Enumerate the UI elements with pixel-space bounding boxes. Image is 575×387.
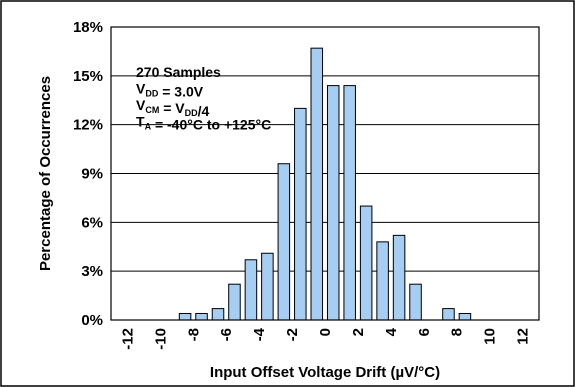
histogram-bar bbox=[261, 252, 274, 321]
histogram-bar bbox=[228, 283, 241, 321]
histogram-bar bbox=[277, 163, 291, 321]
x-tick-label: -6 bbox=[218, 328, 235, 341]
y-tick-label: 15% bbox=[73, 68, 103, 85]
x-axis-label: Input Offset Voltage Drift (µV/°C) bbox=[210, 364, 440, 381]
histogram-bar bbox=[310, 47, 324, 321]
x-tick-label: 12 bbox=[515, 328, 532, 345]
y-tick-label: 18% bbox=[73, 19, 103, 36]
histogram-bar bbox=[294, 107, 307, 321]
y-tick-label: 3% bbox=[81, 263, 103, 280]
x-tick-label: 10 bbox=[482, 328, 499, 345]
y-axis-ticks: 0% 3% 6% 9% 12% 15% 18% bbox=[73, 19, 103, 329]
histogram-bar bbox=[442, 308, 455, 321]
x-tick-label: 8 bbox=[449, 328, 466, 336]
y-tick-label: 0% bbox=[81, 312, 103, 329]
annotation-line: 270 Samples bbox=[136, 64, 221, 80]
y-tick-label: 6% bbox=[81, 214, 103, 231]
bars-layer bbox=[178, 47, 472, 321]
plot-frame bbox=[110, 26, 540, 321]
histogram-bar bbox=[392, 234, 406, 321]
x-tick-label: 0 bbox=[317, 328, 334, 336]
x-tick-label: -2 bbox=[284, 328, 301, 341]
x-tick-label: 4 bbox=[383, 327, 400, 336]
y-tick-label: 12% bbox=[73, 117, 103, 134]
x-tick-label: -12 bbox=[119, 328, 136, 350]
histogram-bar bbox=[376, 241, 389, 321]
x-axis-ticks: -12 -10 -8 -6 -4 -2 0 2 4 6 8 10 12 bbox=[119, 327, 531, 349]
grid-layer bbox=[111, 75, 539, 272]
x-tick-label: -10 bbox=[152, 328, 169, 350]
annotation-line: VDD = 3.0V bbox=[136, 81, 204, 100]
y-axis-label: Percentage of Occurrences bbox=[37, 76, 54, 271]
histogram-bar bbox=[343, 85, 356, 321]
histogram-bar bbox=[211, 308, 225, 321]
y-tick-label: 9% bbox=[81, 166, 103, 183]
x-tick-label: -8 bbox=[185, 328, 202, 341]
histogram-bar bbox=[458, 312, 472, 321]
histogram-bar bbox=[178, 312, 192, 321]
annotation-line: TA = -40°C to +125°C bbox=[136, 114, 271, 133]
histogram-bar bbox=[195, 312, 208, 321]
histogram-bar bbox=[244, 259, 258, 321]
annotation-line: VCM = VDD/4 bbox=[136, 97, 210, 119]
x-tick-label: 2 bbox=[350, 328, 367, 336]
x-tick-label: -4 bbox=[251, 327, 268, 341]
histogram-bar bbox=[326, 85, 340, 321]
x-tick-label: 6 bbox=[416, 328, 433, 336]
histogram-bar bbox=[409, 283, 422, 321]
histogram-bar bbox=[359, 205, 373, 321]
